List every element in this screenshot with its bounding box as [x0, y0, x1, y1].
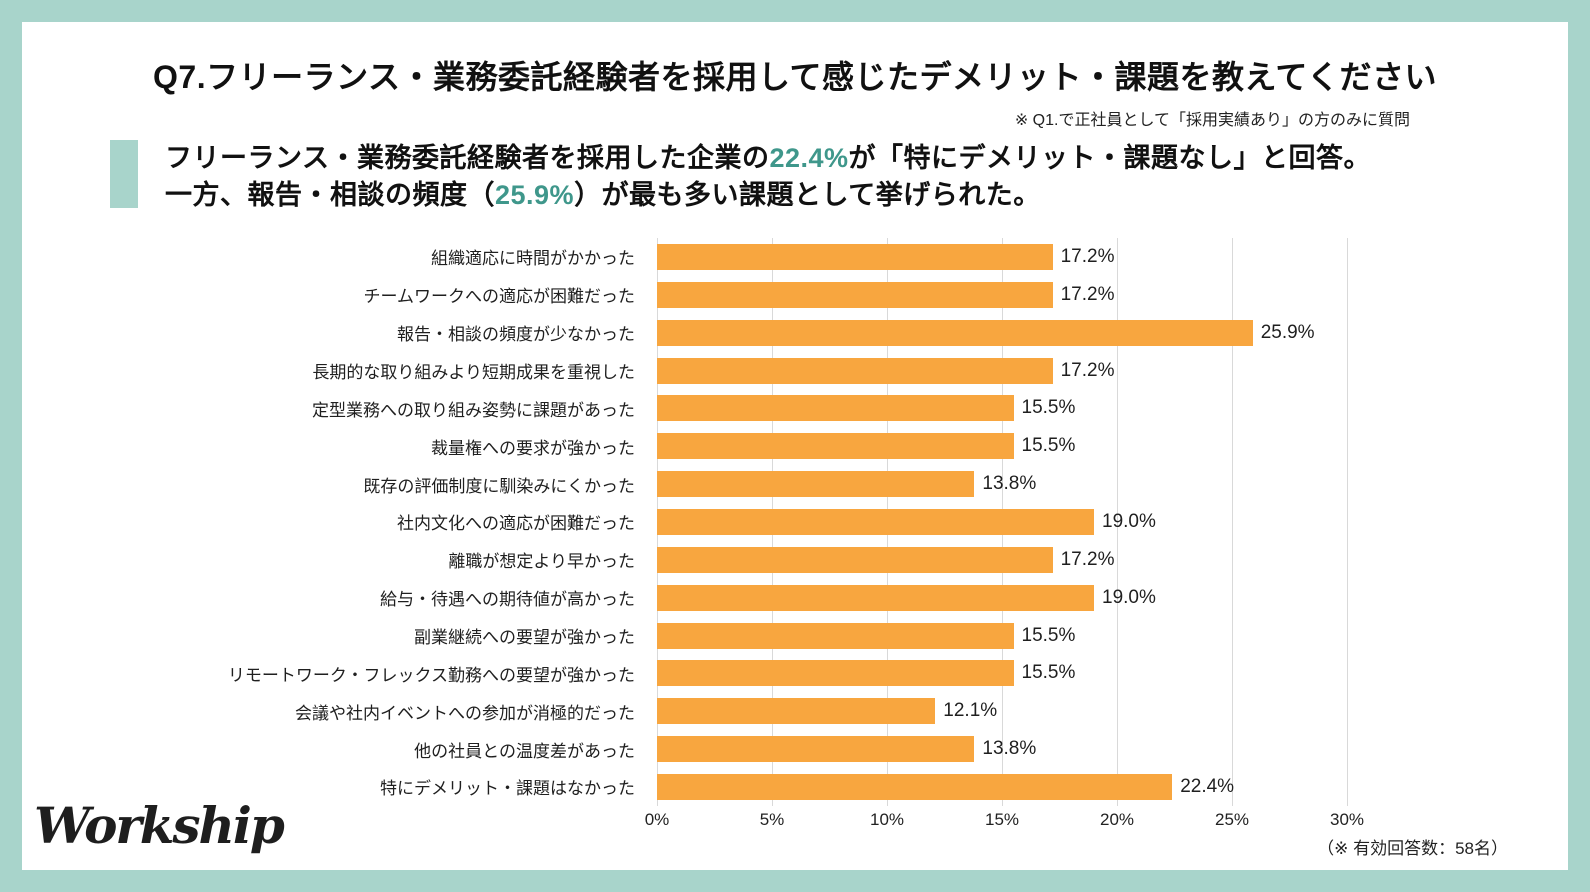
x-axis-tick-label: 5%: [759, 810, 785, 829]
bar: [657, 357, 1053, 384]
x-axis-tick-label: 0%: [644, 810, 670, 829]
category-label: 特にデメリット・課題はなかった: [380, 779, 635, 799]
category-label: 既存の評価制度に馴染みにくかった: [363, 476, 635, 496]
chart-row: 他の社員との温度差があった 13.8%: [22, 730, 1362, 768]
x-axis-tick-label: 15%: [984, 810, 1020, 829]
value-label: 15.5%: [1021, 397, 1076, 419]
bar: [657, 395, 1014, 422]
bar: [657, 243, 1053, 270]
value-label: 15.5%: [1021, 435, 1076, 457]
summary-line-1: フリーランス・業務委託経験者を採用した企業の22.4%が「特にデメリット・課題な…: [165, 140, 1371, 177]
chart-row: 裁量権への要求が強かった 15.5%: [22, 427, 1362, 465]
chart-row: 報告・相談の頻度が少なかった 25.9%: [22, 314, 1362, 352]
category-label: 他の社員との温度差があった: [414, 741, 635, 761]
category-label: 定型業務への取り組み姿勢に課題があった: [312, 400, 635, 420]
value-label: 22.4%: [1180, 775, 1235, 797]
bar: [657, 622, 1014, 649]
bar: [657, 433, 1014, 460]
gridline: [1117, 238, 1118, 806]
category-label: 給与・待遇への期待値が高かった: [380, 590, 635, 610]
summary-line1-lead: フリーランス・業務委託経験者を採用した企業の: [165, 143, 770, 173]
summary-line1-highlight: 22.4%: [769, 143, 849, 173]
value-label: 12.1%: [943, 700, 998, 722]
chart-rows: 組織適応に時間がかかった 17.2% チームワークへの適応が困難だった 17.2% 報告…: [22, 238, 1362, 806]
bar: [657, 698, 936, 725]
x-axis-tick-label: 25%: [1214, 810, 1250, 829]
category-label: リモートワーク・フレックス勤務への要望が強かった: [227, 665, 635, 685]
chart-row: 既存の評価制度に馴染みにくかった 13.8%: [22, 465, 1362, 503]
summary-accent-bar: [110, 140, 138, 208]
summary-line2-highlight: 25.9%: [495, 180, 575, 210]
value-label: 19.0%: [1102, 510, 1156, 532]
summary-line2-lead: 一方、報告・相談の頻度（: [165, 180, 495, 210]
chart-row: 会議や社内イベントへの参加が消極的だった 12.1%: [22, 692, 1362, 730]
chart-row: 給与・待遇への期待値が高かった 19.0%: [22, 579, 1362, 617]
category-label: 組織適応に時間がかかった: [431, 249, 635, 269]
category-label: チームワークへの適応が困難だった: [363, 287, 636, 307]
chart-x-axis: 0% 5% 10% 15% 20% 25% 30%: [645, 810, 1364, 834]
category-label: 会議や社内イベントへの参加が消極的だった: [295, 703, 635, 723]
value-label: 19.0%: [1102, 586, 1156, 608]
bar: [657, 319, 1253, 346]
bar: [657, 773, 1173, 800]
bar: [657, 584, 1094, 611]
chart-row: チームワークへの適応が困難だった 17.2%: [22, 276, 1362, 314]
sample-size-note: （※ 有効回答数：58名）: [1317, 839, 1508, 858]
value-label: 15.5%: [1021, 624, 1076, 646]
summary-line-2: 一方、報告・相談の頻度（25.9%）が最も多い課題として挙げられた。: [165, 177, 1371, 214]
chart-row: 副業継続への要望が強かった 15.5%: [22, 617, 1362, 655]
chart-row: 長期的な取り組みより短期成果を重視した 17.2%: [22, 352, 1362, 390]
value-label: 13.8%: [982, 473, 1037, 495]
gridline: [1347, 238, 1348, 806]
chart-row: 特にデメリット・課題はなかった 22.4%: [22, 768, 1362, 806]
value-label: 17.2%: [1060, 548, 1115, 570]
value-label: 25.9%: [1260, 321, 1315, 343]
page-title: Q7.フリーランス・業務委託経験者を採用して感じたデメリット・課題を教えてくださ…: [153, 59, 1437, 95]
category-label: 副業継続への要望が強かった: [414, 628, 635, 648]
chart-row: 組織適応に時間がかかった 17.2%: [22, 238, 1362, 276]
chart-row: リモートワーク・フレックス勤務への要望が強かった 15.5%: [22, 654, 1362, 692]
bar: [657, 546, 1053, 573]
category-label: 長期的な取り組みより短期成果を重視した: [312, 363, 635, 382]
summary-block: フリーランス・業務委託経験者を採用した企業の22.4%が「特にデメリット・課題な…: [110, 140, 1371, 214]
value-label: 17.2%: [1060, 283, 1115, 305]
bar: [657, 660, 1014, 687]
x-axis-tick-label: 30%: [1329, 810, 1365, 829]
category-label: 社内文化への適応が困難だった: [397, 514, 635, 534]
bar: [657, 508, 1094, 535]
summary-line1-tail: が「特にデメリット・課題なし」と回答。: [848, 143, 1372, 173]
x-axis-tick-label: 10%: [869, 810, 905, 829]
value-label: 15.5%: [1021, 662, 1076, 684]
summary-line2-tail: ）が最も多い課題として挙げられた。: [574, 180, 1041, 210]
content-card: Q7.フリーランス・業務委託経験者を採用して感じたデメリット・課題を教えてくださ…: [22, 22, 1568, 870]
category-label: 裁量権への要求が強かった: [431, 438, 635, 458]
chart-row: 社内文化への適応が困難だった 19.0%: [22, 503, 1362, 541]
value-label: 17.2%: [1060, 359, 1115, 381]
workship-logo: Workship: [34, 796, 285, 855]
bar: [657, 736, 975, 763]
bar: [657, 281, 1053, 308]
category-label: 報告・相談の頻度が少なかった: [397, 325, 635, 345]
bar: [657, 471, 975, 498]
gridline: [1232, 238, 1233, 806]
chart-row: 離職が想定より早かった 17.2%: [22, 541, 1362, 579]
category-label: 離職が想定より早かった: [448, 552, 635, 572]
chart-row: 定型業務への取り組み姿勢に課題があった 15.5%: [22, 389, 1362, 427]
summary-text: フリーランス・業務委託経験者を採用した企業の22.4%が「特にデメリット・課題な…: [165, 140, 1371, 214]
value-label: 13.8%: [982, 738, 1037, 760]
x-axis-tick-label: 20%: [1099, 810, 1135, 829]
value-label: 17.2%: [1060, 245, 1115, 267]
qualifier-note: ※ Q1.で正社員として「採用実績あり」の方のみに質問: [1014, 112, 1410, 129]
